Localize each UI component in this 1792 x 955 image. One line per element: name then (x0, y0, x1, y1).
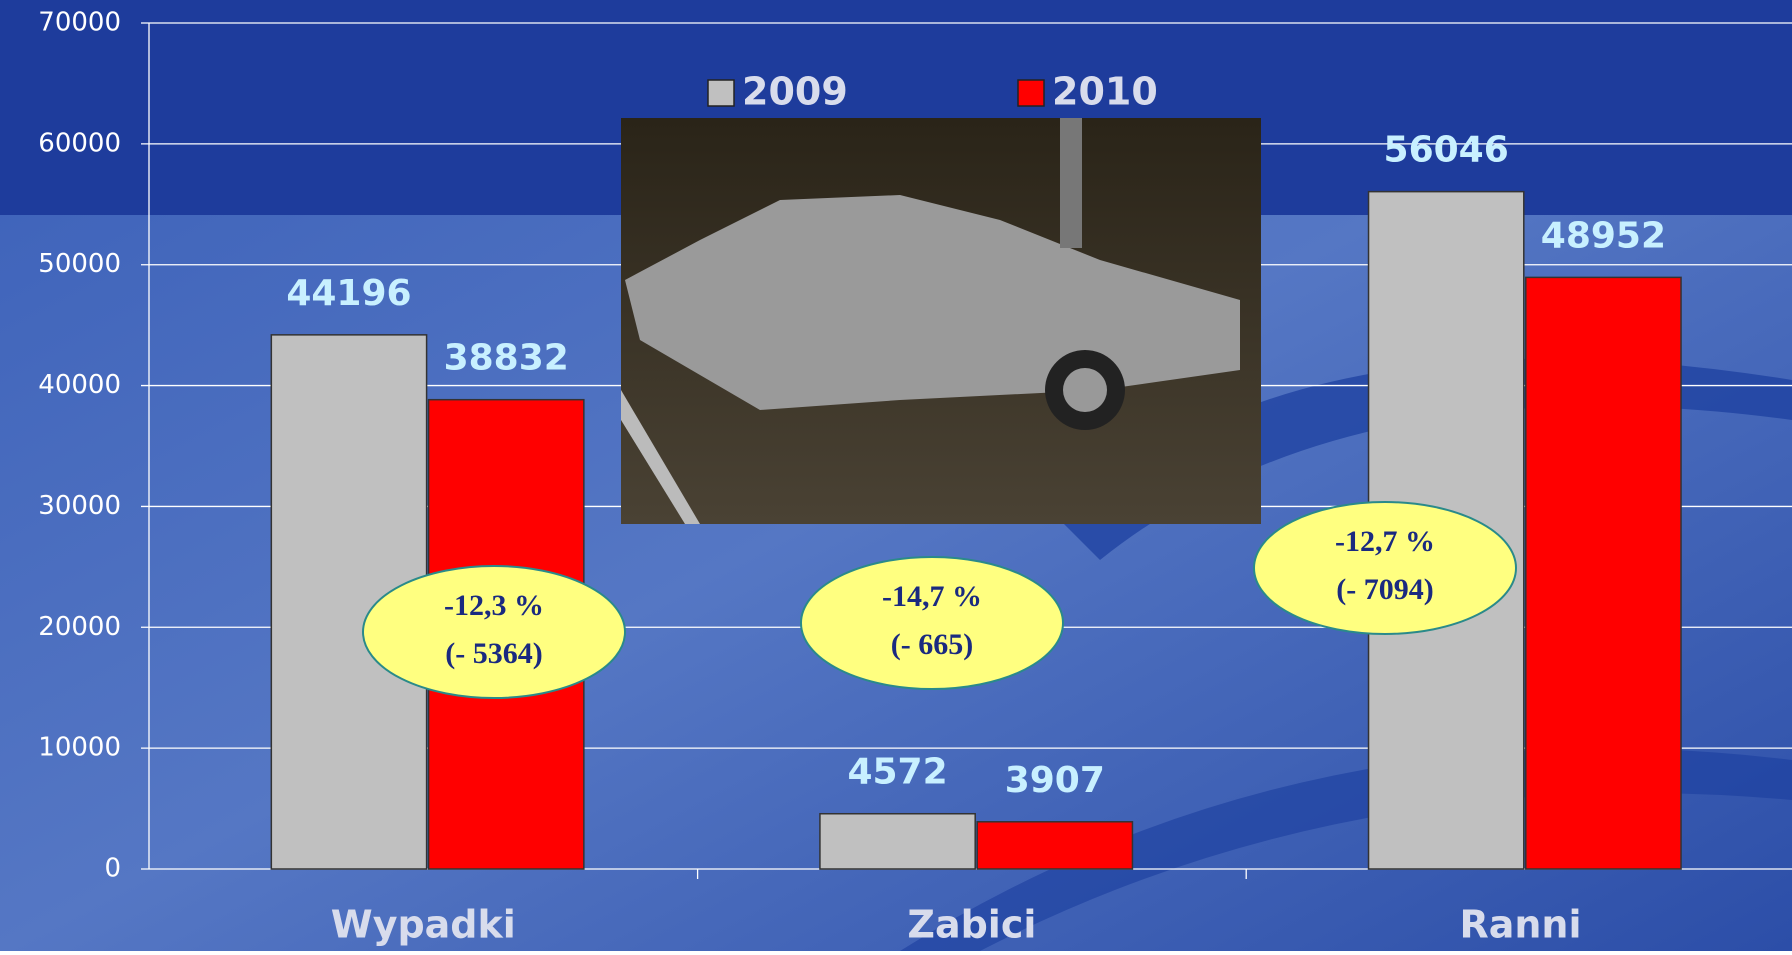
annotation-text: -12,7 % (1335, 525, 1435, 558)
annotation-bubble (1253, 501, 1517, 635)
legend-swatch (1017, 79, 1045, 107)
y-tick-label: 10000 (38, 733, 121, 763)
y-tick-label: 70000 (38, 8, 121, 38)
bars: Wypadki 44196 38832 Zabici 4572 3907 Ranni 5604… (270, 130, 1682, 947)
annotations: -12,3 % (- 5364) -14,7 % (- 665) -12,7 % (- 7… (362, 501, 1517, 699)
y-tick-label: 60000 (38, 128, 121, 158)
decor (900, 748, 1792, 951)
value-label: 4572 (847, 752, 947, 793)
value-label: 44196 (286, 273, 411, 314)
y-tick-label: 40000 (38, 370, 121, 400)
x-tick-label: Zabici (907, 903, 1036, 947)
annotation-text: -12,3 % (444, 589, 544, 622)
bar (819, 812, 976, 870)
bar (976, 821, 1134, 870)
legend-swatch (707, 79, 735, 107)
value-label: 48952 (1541, 215, 1666, 256)
value-label: 56046 (1384, 130, 1509, 171)
bar (1525, 276, 1682, 870)
photo (621, 118, 1261, 524)
legend-label: 2010 (1052, 70, 1158, 114)
legend: 2009 2010 (707, 70, 1158, 114)
y-tick-label: 20000 (38, 612, 121, 642)
annotation-text: -14,7 % (882, 580, 982, 613)
value-label: 38832 (444, 338, 569, 379)
x-tick-label: Ranni (1459, 903, 1581, 947)
annotation-bubble (362, 565, 626, 699)
value-label: 3907 (1005, 760, 1105, 801)
y-tick-label: 0 (104, 854, 121, 884)
y-tick-label: 50000 (38, 249, 121, 279)
x-tick-label: Wypadki (331, 903, 516, 947)
annotation-text: (- 665) (891, 628, 973, 661)
annotation-bubble (800, 556, 1064, 690)
annotation-text: (- 5364) (445, 637, 542, 670)
annotation-text: (- 7094) (1336, 573, 1433, 606)
legend-label: 2009 (742, 70, 848, 114)
y-tick-label: 30000 (38, 491, 121, 521)
